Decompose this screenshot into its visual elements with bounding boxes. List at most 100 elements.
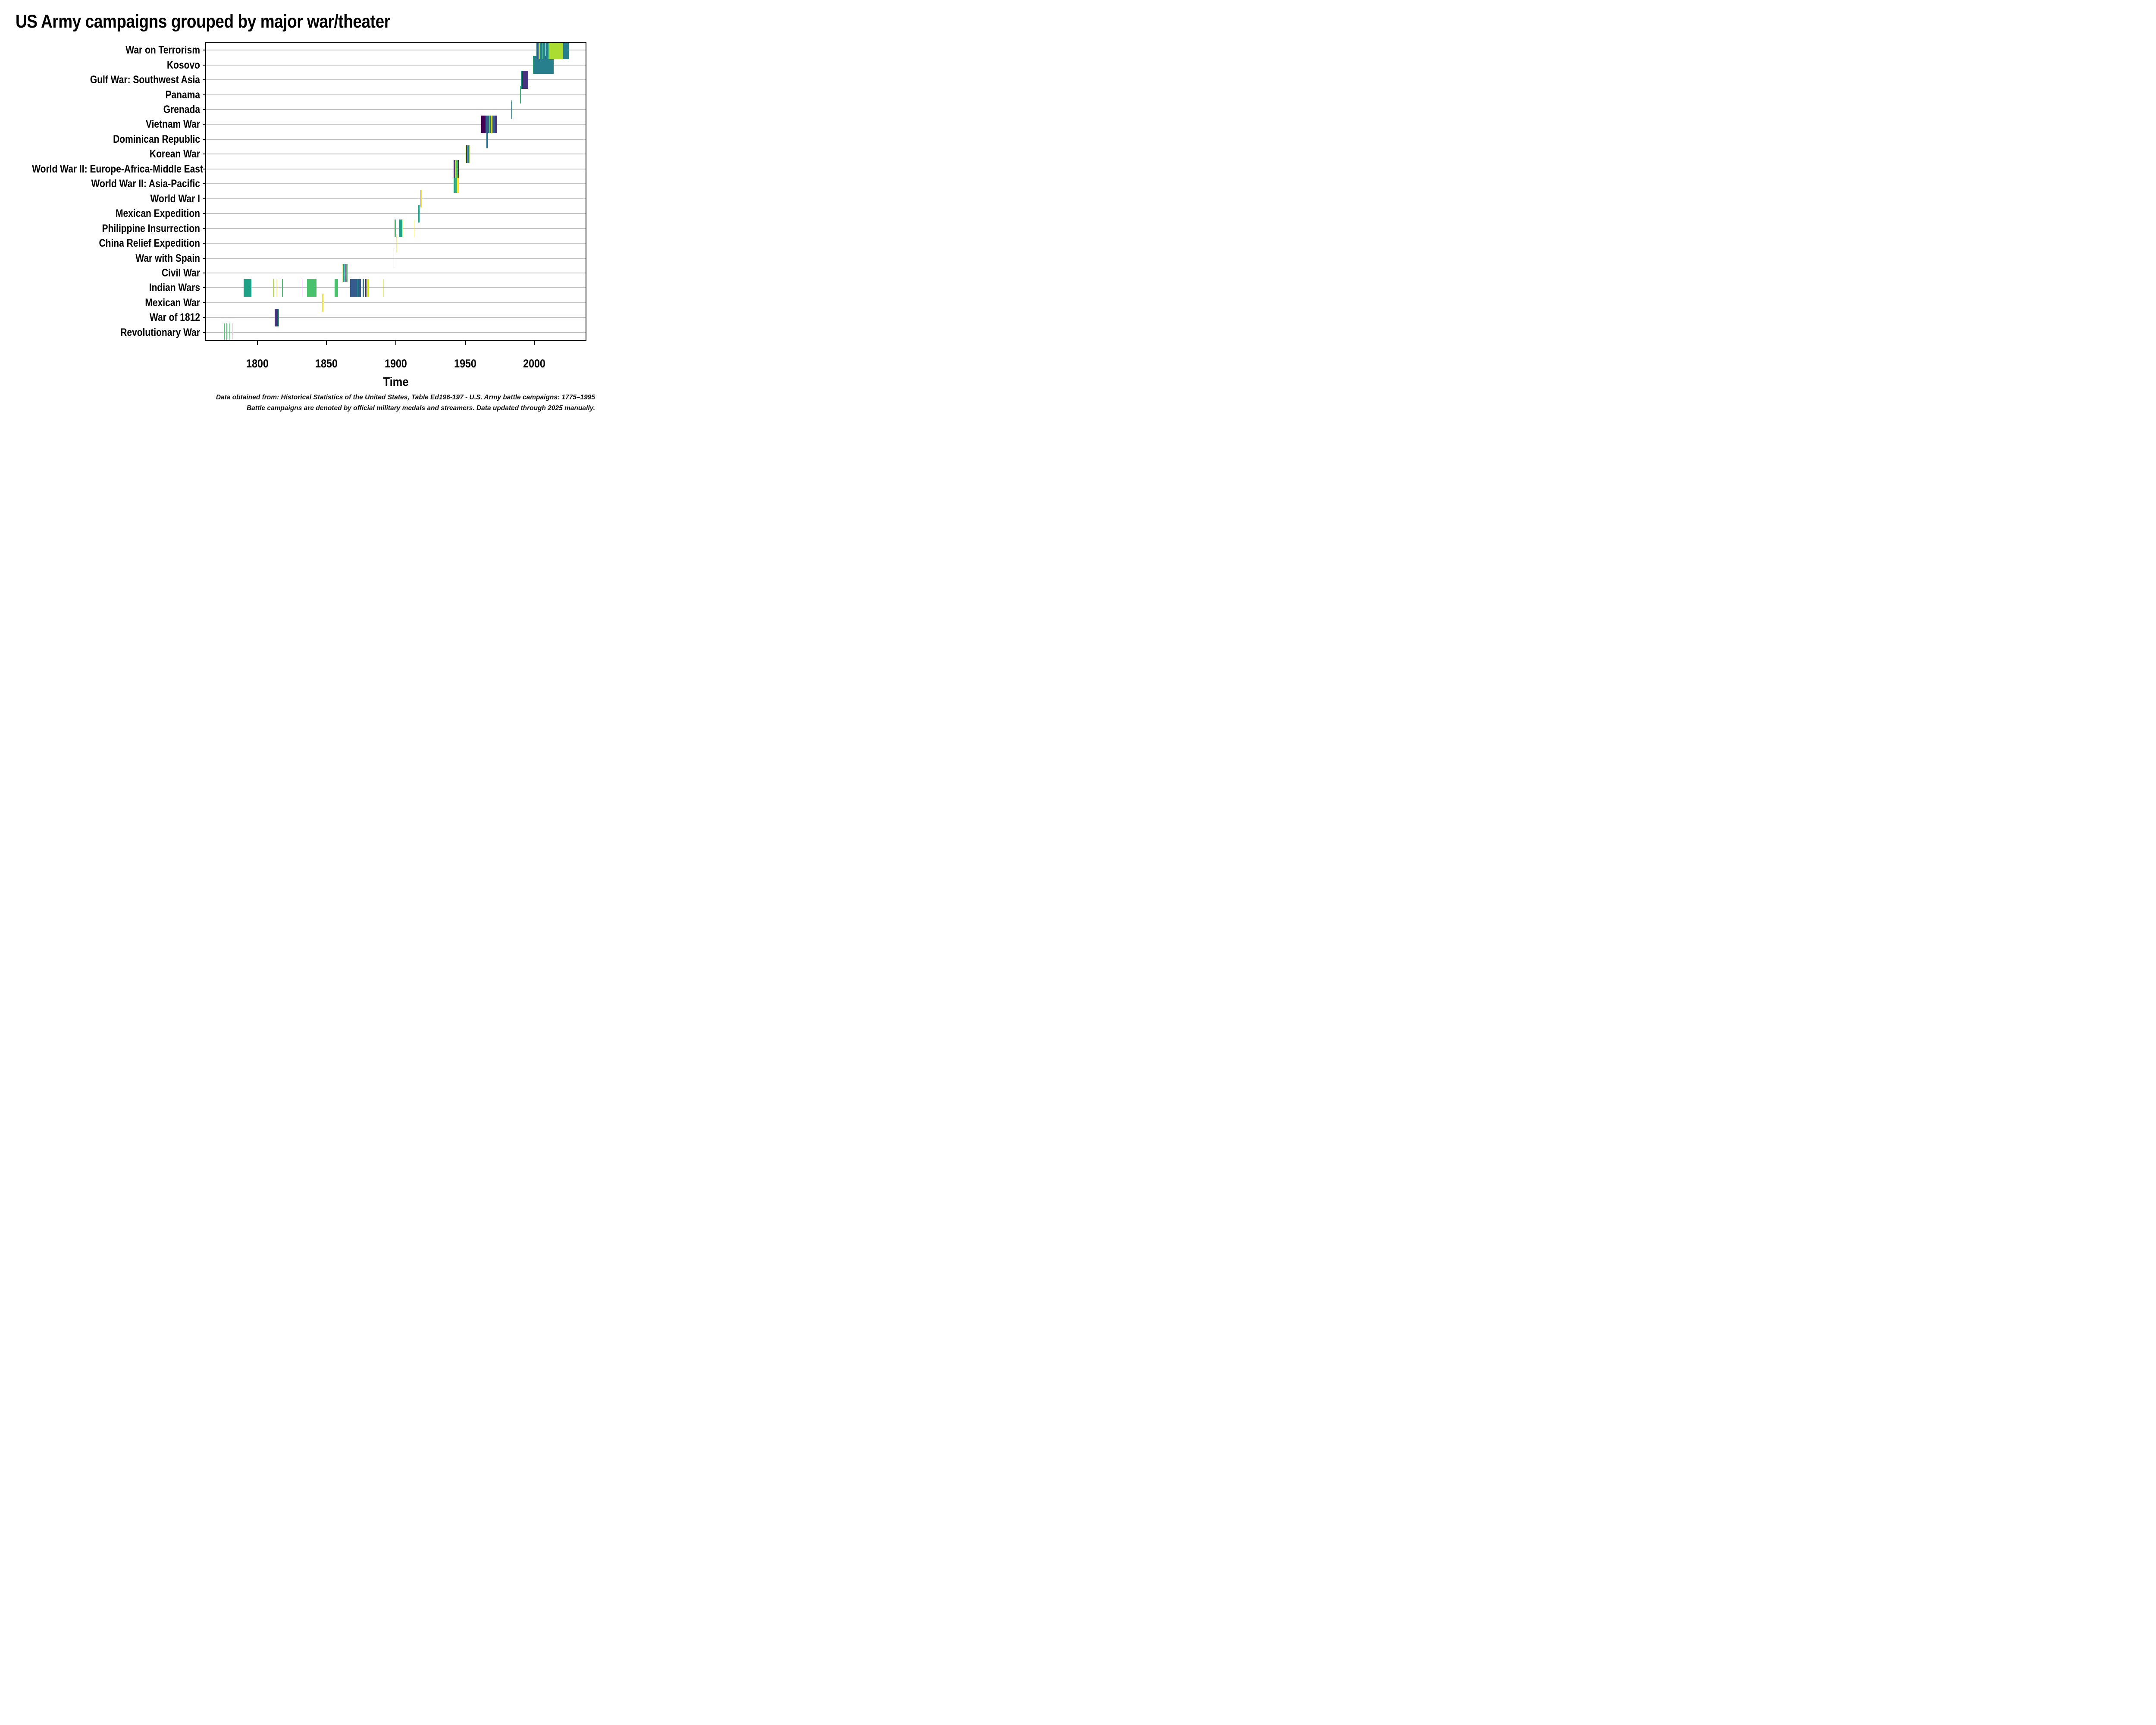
x-tick-mark <box>395 341 396 345</box>
campaign-bar <box>420 190 422 208</box>
campaign-bar <box>357 279 359 297</box>
y-axis-label: War with Spain <box>135 252 200 264</box>
gridline <box>206 317 586 318</box>
figure: US Army campaigns grouped by major war/t… <box>0 0 604 431</box>
y-tick-mark <box>203 64 205 66</box>
y-tick-mark <box>203 332 205 333</box>
campaign-bar <box>469 145 470 163</box>
gridline <box>206 138 586 140</box>
campaign-bar <box>495 115 497 134</box>
campaign-bar <box>491 115 492 134</box>
campaign-bar <box>549 43 554 59</box>
campaign-bar <box>492 115 494 134</box>
campaign-bar <box>342 264 343 282</box>
campaign-bar <box>362 279 364 297</box>
campaign-bar <box>307 279 317 297</box>
x-axis-tick-label: 1900 <box>385 357 407 370</box>
campaign-bar <box>343 264 345 282</box>
campaign-bar <box>224 323 225 340</box>
x-tick-mark <box>464 341 466 345</box>
y-axis-label: Panama <box>165 88 200 101</box>
gridline <box>206 79 586 81</box>
gridline <box>206 302 586 303</box>
campaign-bar <box>276 279 277 297</box>
campaign-bar <box>396 234 398 252</box>
campaign-bar <box>454 160 456 178</box>
campaign-bar <box>563 43 569 59</box>
caption-line-1: Data obtained from: Historical Statistic… <box>216 394 595 401</box>
campaign-bar <box>358 279 361 297</box>
campaign-bar <box>335 279 338 297</box>
campaign-bar <box>322 294 323 312</box>
y-tick-mark <box>203 243 205 244</box>
y-axis-label: Revolutionary War <box>120 326 200 339</box>
y-axis-label: Vietnam War <box>145 118 200 131</box>
x-axis-tick-label: 1850 <box>315 357 338 370</box>
campaign-bar <box>456 160 458 178</box>
gridline <box>206 213 586 214</box>
campaign-bar <box>467 145 469 163</box>
y-tick-mark <box>203 79 205 81</box>
gridline <box>206 94 586 95</box>
campaign-bar <box>347 264 348 282</box>
campaign-bar <box>395 219 396 238</box>
campaign-bar <box>367 279 369 297</box>
campaign-bar <box>538 43 540 59</box>
y-axis-label: World War II: Asia-Pacific <box>91 178 200 190</box>
y-axis-label: Mexican Expedition <box>115 207 200 220</box>
y-axis-label: Kosovo <box>166 59 200 71</box>
x-axis-title: Time <box>383 375 409 389</box>
gridline <box>206 183 586 185</box>
gridline <box>206 243 586 244</box>
campaign-bar <box>540 43 542 59</box>
campaign-bar <box>467 145 468 163</box>
campaign-bar <box>481 115 486 134</box>
gridline <box>206 257 586 259</box>
y-axis-label: China Relief Expedition <box>99 237 200 250</box>
y-axis-label: Grenada <box>163 104 200 116</box>
plot-area <box>205 42 586 341</box>
gridline <box>206 64 586 66</box>
x-tick-mark <box>326 341 327 345</box>
y-axis-label: Gulf War: Southwest Asia <box>90 74 200 86</box>
campaign-bar <box>536 43 537 59</box>
y-tick-mark <box>203 213 205 214</box>
y-axis-label: War of 1812 <box>149 311 200 324</box>
y-tick-mark <box>203 124 205 125</box>
campaign-bar <box>522 71 529 89</box>
gridline <box>206 124 586 125</box>
campaign-bar <box>493 115 495 134</box>
y-tick-mark <box>203 183 205 185</box>
y-tick-mark <box>203 94 205 95</box>
campaign-bar <box>466 145 467 163</box>
campaign-bar <box>365 279 367 297</box>
campaign-bar <box>244 279 251 297</box>
x-axis-tick-label: 2000 <box>523 357 545 370</box>
y-axis-label: Mexican War <box>145 296 200 309</box>
source-caption: Data obtained from: Historical Statistic… <box>216 392 595 414</box>
y-tick-mark <box>203 138 205 140</box>
y-tick-mark <box>203 257 205 259</box>
x-tick-mark <box>257 341 258 345</box>
campaign-bar <box>511 100 512 119</box>
campaign-bar <box>418 204 420 223</box>
campaign-bar <box>273 279 274 297</box>
caption-line-2: Battle campaigns are denoted by official… <box>247 404 595 412</box>
y-axis-label: World War I <box>150 192 201 205</box>
campaign-bar <box>457 175 459 193</box>
gridline <box>206 109 586 110</box>
y-axis-label: World War II: Europe-Africa-Middle East <box>32 163 203 175</box>
campaign-bar <box>548 43 549 59</box>
campaign-bar <box>543 43 546 59</box>
campaign-bar <box>232 323 233 340</box>
campaign-bar <box>554 43 564 59</box>
y-tick-mark <box>203 302 205 303</box>
campaign-bar <box>402 219 403 238</box>
y-axis-label: Dominican Republic <box>113 133 200 145</box>
x-tick-mark <box>534 341 535 345</box>
campaign-bar <box>455 160 456 178</box>
y-tick-mark <box>203 287 205 289</box>
campaign-bar <box>454 175 457 193</box>
campaign-bar <box>345 264 346 282</box>
campaign-bar <box>542 43 543 59</box>
